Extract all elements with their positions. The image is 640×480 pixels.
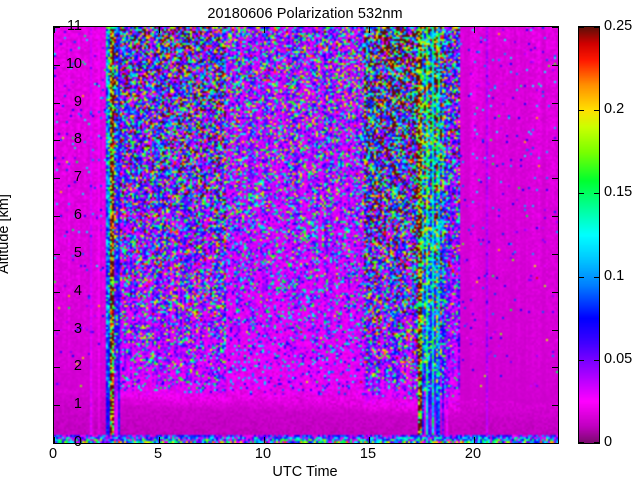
y-tick-mark-right xyxy=(552,102,558,104)
colorbar-gradient xyxy=(579,27,599,443)
colorbar-tick-label: 0.05 xyxy=(604,350,633,367)
x-tick-mark xyxy=(264,437,265,443)
y-tick-mark-right xyxy=(552,443,558,444)
y-tick-mark-right xyxy=(552,178,558,180)
x-tick-mark-top xyxy=(474,27,475,33)
y-tick-label: 0 xyxy=(73,434,82,450)
x-tick-mark xyxy=(474,437,475,443)
colorbar-tick-mark xyxy=(579,442,584,443)
y-tick-label: 11 xyxy=(66,18,82,34)
colorbar-tick-mark xyxy=(579,193,584,195)
y-tick-mark-right xyxy=(552,27,558,28)
y-tick-mark xyxy=(54,329,60,331)
y-tick-mark xyxy=(54,291,60,293)
heatmap-axes xyxy=(53,26,559,444)
y-tick-mark-right xyxy=(552,291,558,293)
y-tick-mark xyxy=(54,64,60,66)
colorbar-tick-mark-right xyxy=(594,110,599,112)
y-tick-mark xyxy=(54,140,60,142)
y-tick-mark-right xyxy=(552,216,558,218)
y-tick-label: 4 xyxy=(73,282,82,299)
y-tick-mark-right xyxy=(552,64,558,66)
colorbar-tick-mark xyxy=(579,27,584,28)
x-tick-label: 0 xyxy=(48,446,58,462)
x-tick-label: 15 xyxy=(359,446,377,462)
y-tick-mark xyxy=(54,178,60,180)
y-tick-mark xyxy=(54,367,60,369)
colorbar xyxy=(578,26,600,444)
y-axis-title: Altitude [km] xyxy=(0,194,12,274)
y-tick-label: 2 xyxy=(73,358,82,375)
colorbar-tick-label: 0.1 xyxy=(604,267,625,284)
y-tick-label: 1 xyxy=(73,396,82,413)
y-tick-mark-right xyxy=(552,405,558,407)
colorbar-tick-label: 0.25 xyxy=(604,18,633,34)
x-tick-mark xyxy=(159,437,160,443)
colorbar-tick-label: 0 xyxy=(604,434,613,450)
colorbar-tick-mark-right xyxy=(594,442,599,443)
y-tick-mark xyxy=(54,216,60,218)
x-tick-mark xyxy=(369,437,370,443)
colorbar-tick-label: 0.2 xyxy=(604,101,625,118)
y-tick-mark-right xyxy=(552,367,558,369)
colorbar-tick-label: 0.15 xyxy=(604,184,633,201)
y-tick-mark xyxy=(54,102,60,104)
colorbar-tick-mark-right xyxy=(594,276,599,278)
x-tick-label: 10 xyxy=(254,446,272,462)
x-tick-mark-top xyxy=(264,27,265,33)
y-tick-mark xyxy=(54,405,60,407)
x-tick-mark-top xyxy=(54,27,55,33)
colorbar-tick-mark-right xyxy=(594,193,599,195)
colorbar-tick-mark xyxy=(579,110,584,112)
y-tick-label: 5 xyxy=(73,244,82,261)
x-axis-title: UTC Time xyxy=(272,464,338,480)
colorbar-tick-mark-right xyxy=(594,359,599,361)
x-tick-mark-top xyxy=(159,27,160,33)
y-tick-label: 6 xyxy=(73,207,82,224)
x-tick-mark-top xyxy=(369,27,370,33)
y-tick-mark xyxy=(54,443,60,444)
y-tick-label: 9 xyxy=(73,93,82,110)
colorbar-tick-mark-right xyxy=(594,27,599,28)
colorbar-tick-mark xyxy=(579,359,584,361)
page-title: 20180606 Polarization 532nm xyxy=(207,6,403,22)
y-tick-mark-right xyxy=(552,140,558,142)
colorbar-tick-mark xyxy=(579,276,584,278)
y-tick-mark-right xyxy=(552,253,558,255)
heatmap-canvas xyxy=(54,27,558,443)
y-tick-label: 7 xyxy=(73,169,82,186)
x-tick-label: 5 xyxy=(153,446,163,462)
x-tick-label: 20 xyxy=(464,446,482,462)
y-tick-label: 10 xyxy=(65,55,82,72)
x-tick-mark xyxy=(54,437,55,443)
y-tick-mark xyxy=(54,27,60,28)
y-tick-label: 8 xyxy=(73,131,82,148)
y-tick-mark xyxy=(54,253,60,255)
y-tick-mark-right xyxy=(552,329,558,331)
y-tick-label: 3 xyxy=(73,320,82,337)
